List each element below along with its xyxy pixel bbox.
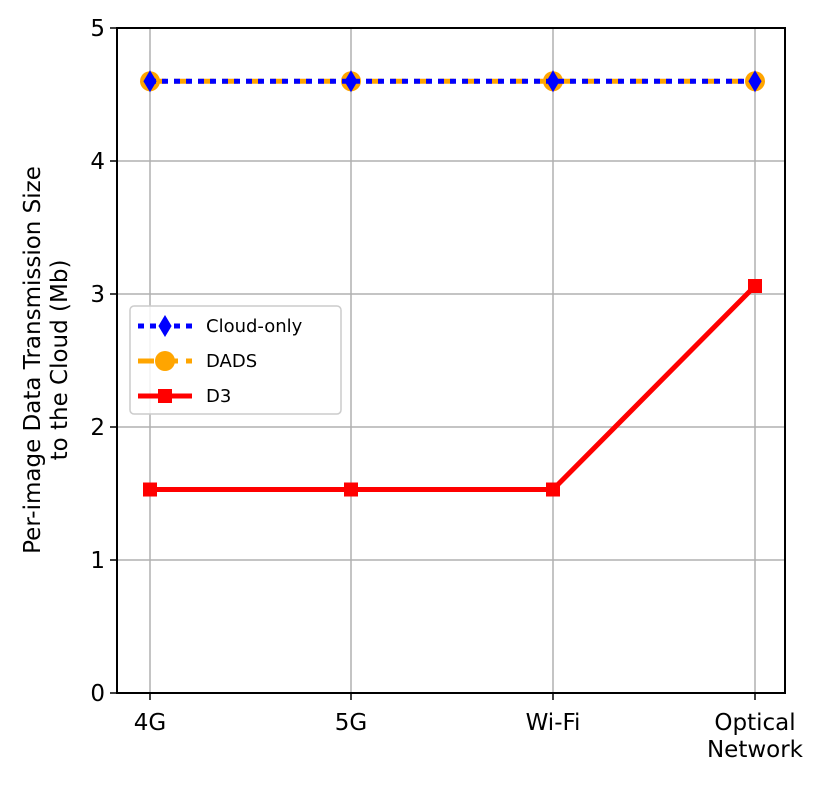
series-d3 <box>143 279 762 497</box>
y-axis-label: Per-image Data Transmission Sizeto the C… <box>20 166 73 554</box>
x-tick-label: Optical Network <box>707 710 804 763</box>
y-tick-label: 2 <box>90 415 105 441</box>
data-point <box>143 482 157 497</box>
x-tick-label: 5G <box>335 710 367 736</box>
data-point <box>344 482 358 497</box>
y-tick-label: 1 <box>90 548 105 574</box>
y-tick-label: 0 <box>90 681 105 707</box>
legend-marker <box>158 315 172 337</box>
y-axis-title: Per-image Data Transmission Sizeto the C… <box>20 166 73 554</box>
legend-item: D3 <box>138 386 231 407</box>
legend: Cloud-only DADS D3 <box>129 305 342 415</box>
plot-frame <box>116 27 786 694</box>
data-point <box>546 70 560 93</box>
y-tick-label: 5 <box>90 16 105 42</box>
x-tick-label: 4G <box>134 710 166 736</box>
series-line <box>150 284 757 493</box>
x-tick-label: Wi-Fi <box>526 710 581 736</box>
axis-ticks: 0 1 2 3 4 5 4G 5G Wi-Fi Optical Network <box>90 16 803 763</box>
data-point <box>344 70 358 93</box>
data-point <box>546 482 560 497</box>
legend-marker <box>155 351 175 371</box>
series-layer <box>140 70 765 497</box>
legend-item: Cloud-only <box>138 315 303 337</box>
legend-label: DADS <box>206 351 257 372</box>
legend-label: D3 <box>206 386 231 407</box>
legend-item: DADS <box>138 351 257 372</box>
y-tick-label: 3 <box>90 282 105 308</box>
legend-marker <box>158 389 172 403</box>
series-cloud-only <box>143 70 762 93</box>
data-point <box>748 70 762 93</box>
legend-label: Cloud-only <box>206 316 303 337</box>
y-tick-label: 4 <box>90 149 105 175</box>
legend-box <box>129 305 342 415</box>
data-point <box>748 279 762 294</box>
data-point <box>143 70 157 93</box>
